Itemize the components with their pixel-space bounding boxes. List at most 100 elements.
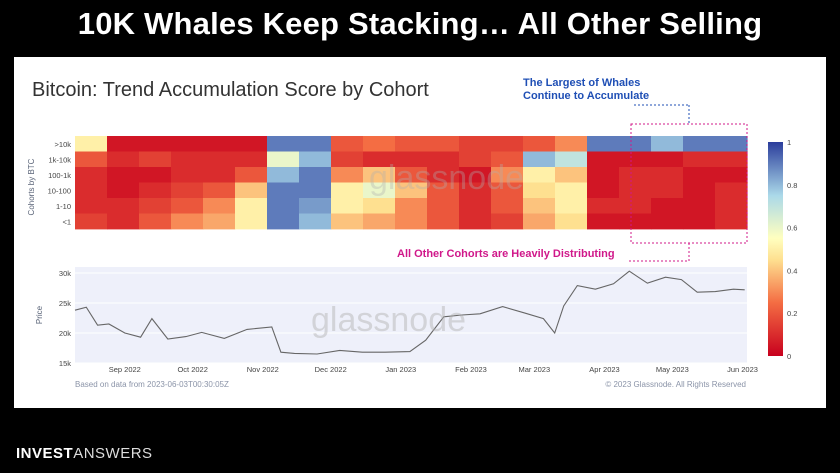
heatmap-row-labels: >10k 1k-10k 100-1k 10-100 1-10 <1 [48, 140, 72, 227]
heatmap-cell [203, 182, 236, 199]
heatmap-cell [587, 213, 620, 230]
heatmap-cell [587, 182, 620, 199]
heatmap-cell [363, 182, 396, 199]
heatmap-cell [331, 182, 364, 199]
heatmap-cell [715, 182, 748, 199]
brand-logo: INVESTANSWERS [16, 445, 153, 462]
chart-title: Bitcoin: Trend Accumulation Score by Coh… [32, 79, 429, 101]
heatmap-cell [299, 167, 332, 183]
heatmap-cell [139, 167, 172, 183]
heatmap-cell [299, 198, 332, 214]
heatmap-cell [299, 151, 332, 168]
heatmap-cell [587, 198, 620, 214]
chart-panel: Bitcoin: Trend Accumulation Score by Coh… [14, 57, 826, 408]
heatmap-row-label: 10-100 [48, 186, 71, 195]
heatmap-cell [651, 167, 684, 183]
price-y-tick-label: 25k [59, 299, 71, 308]
heatmap-y-label: Cohorts by BTC [27, 158, 36, 215]
heatmap-cell [459, 136, 492, 152]
price-line [74, 270, 745, 355]
heatmap-cell [171, 182, 204, 199]
heatmap-cell [267, 198, 300, 214]
heatmap-cell [331, 151, 364, 168]
heatmap-cell [75, 167, 108, 183]
heatmap-cell [651, 213, 684, 230]
heatmap-cell [523, 213, 556, 230]
heatmap-cell [683, 136, 716, 152]
heatmap-cell [715, 198, 748, 214]
x-tick-label: Nov 2022 [247, 365, 279, 374]
heatmap-cell [299, 182, 332, 199]
colorbar-tick-label: 0.4 [787, 266, 797, 275]
price-y-tick-label: 20k [59, 329, 71, 338]
heatmap-cell [715, 136, 748, 152]
heatmap-cell [267, 182, 300, 199]
heatmap-cell [395, 198, 428, 214]
heatmap-cell [459, 151, 492, 168]
heatmap-cell [203, 198, 236, 214]
heatmap-cell [171, 213, 204, 230]
heatmap-cell [523, 182, 556, 199]
heatmap-cell [459, 182, 492, 199]
heatmap-cell [235, 213, 268, 230]
heatmap-cell [651, 151, 684, 168]
heatmap-cell [299, 136, 332, 152]
heatmap-cell [331, 213, 364, 230]
heatmap-cell [459, 167, 492, 183]
heatmap-cell [523, 136, 556, 152]
heatmap-cell [715, 151, 748, 168]
colorbar-tick-label: 0.2 [787, 309, 797, 318]
x-tick-label: Mar 2023 [518, 365, 550, 374]
brand-light: ANSWERS [73, 445, 153, 462]
heatmap-cell [171, 151, 204, 168]
heatmap-cell [235, 167, 268, 183]
heatmap-cell [395, 167, 428, 183]
heatmap-cell [107, 213, 140, 230]
heatmap-cell [203, 167, 236, 183]
brand-strong: INVEST [16, 445, 74, 462]
colorbar: 1 0.8 0.6 0.4 0.2 0 [768, 138, 797, 361]
whales-callout: The Largest of Whales Continue to Accumu… [523, 77, 649, 103]
heatmap-cell [523, 151, 556, 168]
whales-callout-line1: The Largest of Whales [523, 77, 641, 89]
heatmap-cell [555, 182, 588, 199]
x-tick-label: Dec 2022 [315, 365, 347, 374]
heatmap-cell [331, 136, 364, 152]
heatmap-cell [363, 213, 396, 230]
heatmap-cell [171, 198, 204, 214]
heatmap-cell [267, 151, 300, 168]
heatmap-cell [235, 151, 268, 168]
distribution-callout: All Other Cohorts are Heavily Distributi… [397, 248, 615, 260]
heatmap-cell [587, 167, 620, 183]
x-tick-label: Jun 2023 [727, 365, 758, 374]
heatmap-cell [395, 151, 428, 168]
heatmap-row-label: 1-10 [56, 202, 71, 211]
price-plot-area [75, 267, 747, 363]
heatmap-cell [427, 167, 460, 183]
heatmap-cell [171, 167, 204, 183]
heatmap-cell [619, 198, 652, 214]
colorbar-tick-label: 0.8 [787, 181, 797, 190]
heatmap-cell [491, 213, 524, 230]
heatmap-cell [363, 198, 396, 214]
heatmap-cell [427, 198, 460, 214]
data-source-note: Based on data from 2023-06-03T00:30:05Z [75, 380, 229, 389]
heatmap-cell [619, 167, 652, 183]
heatmap-cell [267, 167, 300, 183]
heatmap-cell [331, 167, 364, 183]
heatmap-cell [619, 151, 652, 168]
heatmap-cell [683, 213, 716, 230]
x-tick-label: Feb 2023 [455, 365, 487, 374]
heatmap-cell [459, 213, 492, 230]
heatmap-cell [203, 151, 236, 168]
colorbar-tick-label: 1 [787, 138, 791, 147]
heatmap-cell [715, 213, 748, 230]
price-chart: 30k 25k 20k 15k Price Sep 2022 Oct 2022 Nov 202… [35, 267, 758, 374]
heatmap-cell [651, 182, 684, 199]
heatmap-cell [491, 151, 524, 168]
heatmap [75, 136, 748, 230]
heatmap-cell [171, 136, 204, 152]
whales-callout-line2: Continue to Accumulate [523, 90, 650, 102]
heatmap-cell [491, 198, 524, 214]
heatmap-cell [683, 167, 716, 183]
